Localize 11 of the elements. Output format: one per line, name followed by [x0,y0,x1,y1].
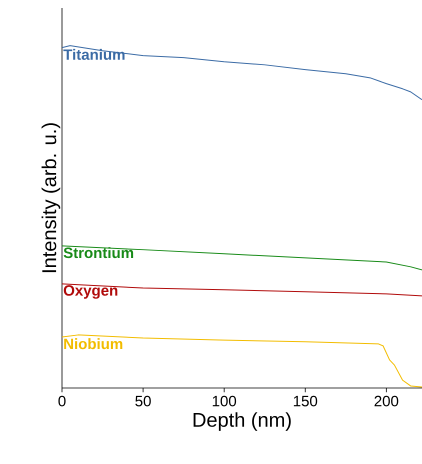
x-tick-label: 50 [135,396,151,406]
series-label: Oxygen [64,285,118,299]
x-tick-label: 0 [58,396,66,406]
x-axis-title: Depth (nm) [193,412,291,431]
series-label: Titanium [63,48,124,60]
series-label: Niobium [64,338,122,350]
x-tick-label: 100 [212,396,236,406]
series-label: Strontium [63,247,133,258]
x-tick-label: 150 [294,396,317,406]
y-axis-title: Intensity (arb. u.) [41,123,60,272]
x-tick-label: 200 [374,396,398,406]
